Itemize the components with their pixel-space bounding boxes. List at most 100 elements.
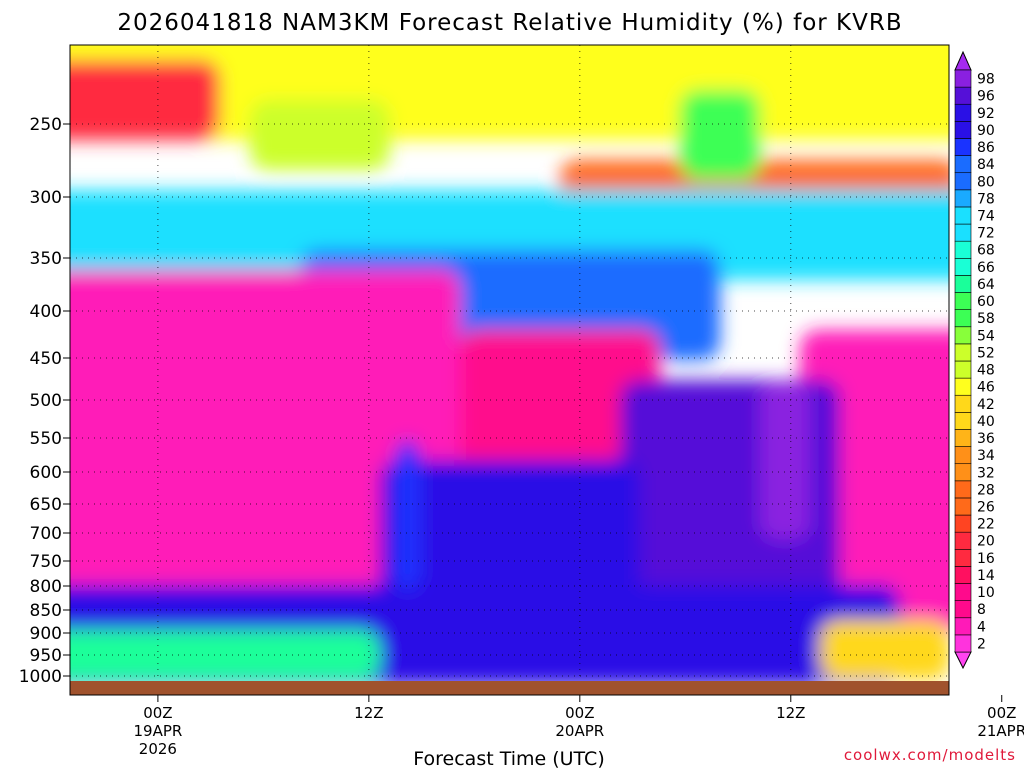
x-tick-label: 12Z bbox=[776, 704, 805, 722]
colorbar-label: 96 bbox=[977, 89, 995, 105]
y-tick-label: 300 bbox=[30, 188, 62, 208]
colorbar-swatch bbox=[954, 600, 972, 619]
colorbar-swatch bbox=[954, 206, 972, 225]
colorbar-swatch bbox=[954, 172, 972, 191]
colorbar-label: 34 bbox=[977, 448, 995, 464]
colorbar-label: 8 bbox=[977, 602, 986, 618]
colorbar-label: 84 bbox=[977, 157, 995, 173]
y-tick-label: 400 bbox=[30, 302, 62, 322]
colorbar-swatch bbox=[954, 497, 972, 516]
y-axis: 250 300 350 400 450 500 550 600 650 700 750 800 850 9… bbox=[19, 115, 70, 687]
y-tick-label: 700 bbox=[30, 524, 62, 544]
colorbar-swatch bbox=[954, 583, 972, 601]
x-axis-label: Forecast Time (UTC) bbox=[413, 748, 604, 768]
x-tick-label: 21APR bbox=[977, 722, 1024, 740]
colorbar-label: 20 bbox=[977, 534, 995, 550]
colorbar-label: 86 bbox=[977, 140, 995, 156]
colorbar-swatch bbox=[954, 531, 972, 550]
humidity-field bbox=[70, 45, 949, 681]
y-tick-label: 750 bbox=[30, 552, 62, 572]
colorbar-swatch bbox=[954, 480, 972, 499]
colorbar-label: 54 bbox=[977, 328, 995, 344]
y-tick-label: 250 bbox=[30, 115, 62, 135]
colorbar-label: 90 bbox=[977, 123, 995, 139]
colorbar-label: 36 bbox=[977, 431, 995, 447]
colorbar-swatch bbox=[954, 463, 972, 482]
colorbar-swatch bbox=[954, 394, 972, 413]
y-tick-label: 800 bbox=[30, 577, 62, 597]
x-tick-label: 00Z bbox=[143, 704, 172, 722]
colorbar-label: 40 bbox=[977, 414, 995, 430]
colorbar-label: 42 bbox=[977, 397, 995, 413]
chart-title: 2026041818 NAM3KM Forecast Relative Humi… bbox=[117, 10, 902, 36]
colorbar-label: 48 bbox=[977, 363, 995, 379]
colorbar-swatch bbox=[954, 121, 972, 139]
colorbar-swatch bbox=[954, 326, 972, 345]
plot-frame bbox=[69, 44, 950, 696]
colorbar-swatch bbox=[954, 343, 972, 362]
colorbar: 2481014162022262832343640424648525458606… bbox=[954, 50, 995, 670]
colorbar-swatch bbox=[954, 566, 972, 584]
colorbar-label: 10 bbox=[977, 585, 995, 601]
colorbar-swatch bbox=[954, 617, 972, 636]
y-tick-label: 650 bbox=[30, 495, 62, 515]
colorbar-label: 22 bbox=[977, 517, 995, 533]
colorbar-label: 28 bbox=[977, 482, 995, 498]
x-tick-label: 12Z bbox=[354, 704, 383, 722]
colorbar-label: 78 bbox=[977, 191, 995, 207]
colorbar-swatch bbox=[954, 446, 972, 465]
colorbar-swatch bbox=[954, 189, 972, 208]
colorbar-swatch bbox=[954, 240, 972, 259]
x-tick-label: 20APR bbox=[555, 722, 604, 740]
colorbar-swatch bbox=[954, 103, 972, 122]
colorbar-label: 58 bbox=[977, 311, 995, 327]
colorbar-label: 46 bbox=[977, 380, 995, 396]
colorbar-swatch bbox=[954, 292, 972, 310]
colorbar-label: 68 bbox=[977, 243, 995, 259]
colorbar-swatch bbox=[954, 514, 972, 533]
y-tick-label: 500 bbox=[30, 391, 62, 411]
colorbar-swatch bbox=[954, 412, 972, 430]
credit-text: coolwx.com/modelts bbox=[844, 746, 1016, 764]
x-tick-label: 00Z bbox=[987, 704, 1016, 722]
y-tick-label: 850 bbox=[30, 601, 62, 621]
colorbar-label: 16 bbox=[977, 551, 995, 567]
colorbar-swatch bbox=[954, 377, 972, 396]
colorbar-swatch bbox=[954, 309, 972, 328]
colorbar-label: 98 bbox=[977, 72, 995, 88]
colorbar-swatch bbox=[954, 138, 972, 156]
colorbar-label: 26 bbox=[977, 500, 995, 516]
colorbar-label: 64 bbox=[977, 277, 995, 293]
colorbar-swatch bbox=[954, 155, 972, 174]
colorbar-swatch bbox=[954, 69, 972, 88]
colorbar-min-arrow bbox=[954, 651, 972, 670]
colorbar-swatch bbox=[954, 548, 972, 567]
colorbar-label: 52 bbox=[977, 345, 995, 361]
ground-strip bbox=[70, 681, 949, 695]
colorbar-label: 32 bbox=[977, 465, 995, 481]
colorbar-label: 72 bbox=[977, 226, 995, 242]
colorbar-swatch bbox=[954, 275, 972, 293]
colorbar-label: 74 bbox=[977, 209, 995, 225]
y-tick-label: 450 bbox=[30, 349, 62, 369]
x-tick-label: 2026 bbox=[139, 740, 177, 758]
colorbar-swatch bbox=[954, 257, 972, 276]
y-tick-label: 900 bbox=[30, 624, 62, 644]
x-tick-label: 00Z bbox=[565, 704, 594, 722]
colorbar-swatch bbox=[954, 223, 972, 242]
y-tick-label: 350 bbox=[30, 249, 62, 269]
y-tick-label: 550 bbox=[30, 429, 62, 449]
colorbar-label: 60 bbox=[977, 294, 995, 310]
colorbar-swatch bbox=[954, 429, 972, 447]
colorbar-label: 92 bbox=[977, 106, 995, 122]
colorbar-swatch bbox=[954, 634, 972, 653]
y-tick-label: 600 bbox=[30, 463, 62, 483]
y-tick-label: 950 bbox=[30, 646, 62, 666]
colorbar-label: 66 bbox=[977, 260, 995, 276]
grid-lines bbox=[70, 45, 949, 681]
colorbar-swatch bbox=[954, 86, 972, 105]
colorbar-label: 80 bbox=[977, 174, 995, 190]
colorbar-label: 2 bbox=[977, 636, 986, 652]
